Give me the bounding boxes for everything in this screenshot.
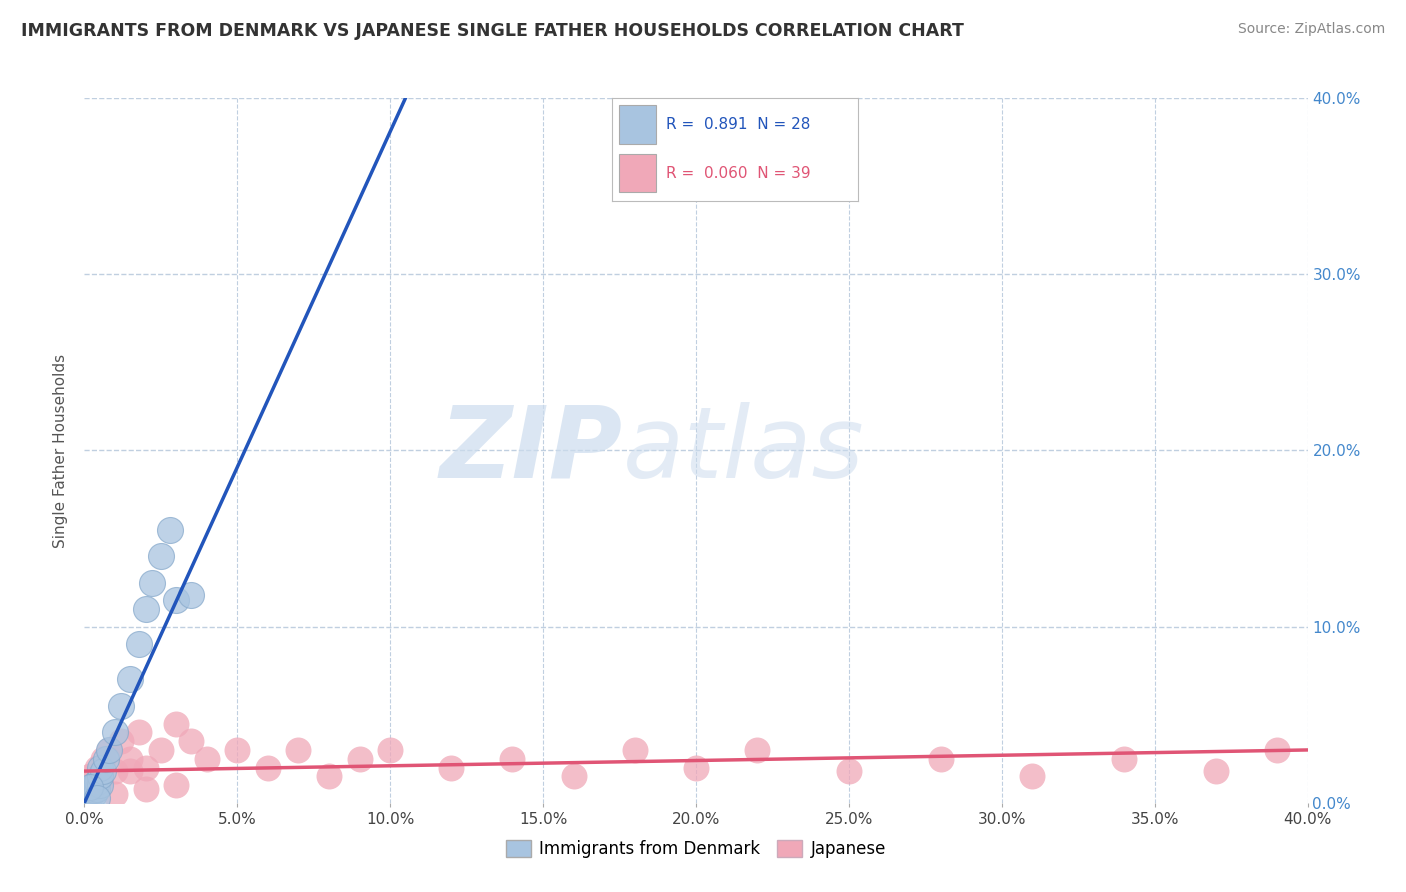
Y-axis label: Single Father Households: Single Father Households [53, 353, 69, 548]
Point [110, 734, 132, 748]
Point [91, 764, 114, 778]
Point [180, 588, 202, 602]
Point [257, 760, 280, 774]
Point [135, 602, 157, 616]
Point [86, 760, 108, 774]
Point [318, 769, 340, 783]
Text: ZIP: ZIP [440, 402, 623, 499]
Point [83, 781, 105, 796]
Point [89, 774, 111, 789]
Point [76, 778, 98, 792]
Point [89, 769, 111, 783]
Point [83, 783, 105, 797]
Point [195, 752, 218, 766]
Point [562, 769, 585, 783]
Point [76, 790, 98, 805]
Point [86, 790, 108, 805]
Text: IMMIGRANTS FROM DENMARK VS JAPANESE SINGLE FATHER HOUSEHOLDS CORRELATION CHART: IMMIGRANTS FROM DENMARK VS JAPANESE SING… [21, 22, 965, 40]
Point [83, 787, 105, 801]
Point [685, 760, 707, 774]
Point [76, 787, 98, 801]
Point [89, 774, 111, 789]
Point [226, 743, 249, 757]
Point [104, 764, 127, 778]
Point [128, 725, 150, 739]
Point [149, 549, 172, 564]
Point [135, 760, 157, 774]
Point [91, 752, 114, 766]
Point [83, 778, 105, 792]
Point [120, 764, 142, 778]
Point [141, 575, 163, 590]
Bar [619, 105, 655, 145]
Text: R =  0.891  N = 28: R = 0.891 N = 28 [666, 117, 810, 132]
Text: R =  0.060  N = 39: R = 0.060 N = 39 [666, 166, 810, 180]
Point [1205, 764, 1227, 778]
Point [1114, 752, 1136, 766]
Point [440, 760, 463, 774]
Point [79, 769, 101, 783]
Point [624, 743, 647, 757]
Point [838, 764, 860, 778]
Point [165, 778, 187, 792]
Legend: Immigrants from Denmark, Japanese: Immigrants from Denmark, Japanese [499, 833, 893, 865]
Point [149, 743, 172, 757]
Point [929, 752, 952, 766]
Point [79, 789, 101, 803]
Point [1021, 769, 1043, 783]
Point [94, 752, 117, 766]
Text: atlas: atlas [623, 402, 865, 499]
Point [86, 781, 108, 796]
Point [79, 785, 101, 799]
Point [128, 637, 150, 651]
Point [97, 743, 120, 757]
Point [86, 774, 108, 789]
Point [79, 780, 101, 794]
Point [502, 752, 524, 766]
Point [89, 760, 111, 774]
Point [165, 593, 187, 607]
Point [104, 725, 127, 739]
Point [287, 743, 309, 757]
Point [120, 673, 142, 687]
Point [97, 743, 120, 757]
Point [110, 698, 132, 713]
Point [135, 781, 157, 796]
Point [380, 743, 402, 757]
Text: Source: ZipAtlas.com: Source: ZipAtlas.com [1237, 22, 1385, 37]
Point [89, 778, 111, 792]
Point [180, 734, 202, 748]
Point [349, 752, 371, 766]
Point [79, 781, 101, 796]
Bar [619, 153, 655, 193]
Point [159, 523, 181, 537]
Point [165, 716, 187, 731]
Point [747, 743, 769, 757]
Point [120, 752, 142, 766]
Point [104, 787, 127, 801]
Point [1265, 743, 1288, 757]
